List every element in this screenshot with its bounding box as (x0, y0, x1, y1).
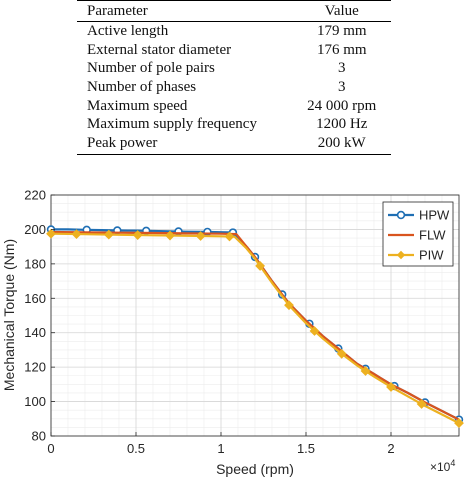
param-name: Maximum supply frequency (87, 116, 257, 133)
x-tick-label: 1 (217, 441, 224, 456)
param-value: 179 mm (316, 23, 367, 40)
x-tick-label: 1.5 (297, 441, 315, 456)
data-point-piw (71, 229, 82, 240)
data-point-piw (132, 230, 143, 240)
torque-speed-chart: 0 0.5 1 1.5 2 80 100 120 140 160 180 200 220 Speed (… (1, 188, 464, 477)
legend: HPW FLW PIW (382, 201, 454, 267)
table-row: External stator diameter 176 mm (77, 41, 391, 60)
x-axis-multiplier: ×104 (430, 458, 455, 474)
data-point-piw (165, 230, 175, 241)
legend-label: FLW (419, 228, 446, 243)
param-value: 3 (337, 79, 346, 96)
param-value: 200 kW (298, 133, 391, 156)
param-name: Peak power (77, 133, 299, 156)
data-point-piw (103, 229, 114, 240)
data-point-piw (336, 348, 347, 359)
param-name: Number of pole pairs (87, 60, 215, 77)
param-name: Maximum speed (87, 97, 188, 114)
y-axis-label: Mechanical Torque (Nm) (1, 239, 17, 391)
param-value: 3 (337, 60, 346, 77)
table-row: Maximum speed 24 000 rpm (77, 96, 391, 115)
x-tick-label: 0.5 (127, 441, 145, 456)
header-parameter: Parameter (77, 0, 299, 22)
data-point-piw (255, 261, 266, 271)
data-point-piw (416, 399, 427, 409)
table-row: Number of phases 3 (77, 78, 391, 97)
legend-label: PIW (419, 248, 444, 263)
param-name: Number of phases (87, 79, 197, 96)
y-tick-label: 180 (24, 256, 46, 271)
table-row: Active length 179 mm (77, 22, 391, 41)
y-tick-label: 140 (24, 325, 46, 340)
table-row: Maximum supply frequency 1200 Hz (77, 115, 391, 134)
table-header-row: Parameter Value (77, 0, 391, 22)
x-axis-label: Speed (rpm) (216, 461, 294, 477)
y-tick-label: 100 (24, 394, 46, 409)
y-tick-label: 80 (32, 429, 46, 444)
x-tick-label: 0 (47, 441, 54, 456)
table-row: Number of pole pairs 3 (77, 59, 391, 78)
table-row: Peak power 200 kW (77, 133, 391, 156)
legend-marker (396, 210, 406, 220)
parameter-table: Parameter Value Active length 179 mm Exte… (77, 0, 391, 156)
data-point-piw (195, 231, 206, 241)
param-name: External stator diameter (87, 41, 232, 58)
data-point-piw (454, 418, 464, 428)
data-point-piw (360, 366, 371, 376)
legend-marker (396, 250, 406, 260)
legend-label: HPW (419, 208, 450, 223)
x-tick-label: 2 (387, 441, 394, 456)
data-point-piw (224, 231, 235, 242)
y-tick-label: 120 (24, 360, 46, 375)
y-tick-label: 200 (24, 222, 46, 237)
series-layer (46, 225, 464, 428)
data-point-piw (309, 326, 320, 336)
param-name: Active length (87, 23, 169, 40)
data-point-piw (284, 300, 294, 311)
param-value: 1200 Hz (316, 116, 368, 133)
header-value: Value (298, 0, 391, 22)
data-point-piw (386, 382, 396, 392)
data-point-piw (46, 228, 56, 239)
param-value: 176 mm (316, 41, 367, 58)
y-tick-label: 220 (24, 188, 46, 203)
param-value: 24 000 rpm (307, 97, 377, 114)
axis-ticks: 0 0.5 1 1.5 2 80 100 120 140 160 180 200 220 (24, 188, 394, 457)
y-tick-label: 160 (24, 291, 46, 306)
plot-frame (50, 194, 460, 437)
